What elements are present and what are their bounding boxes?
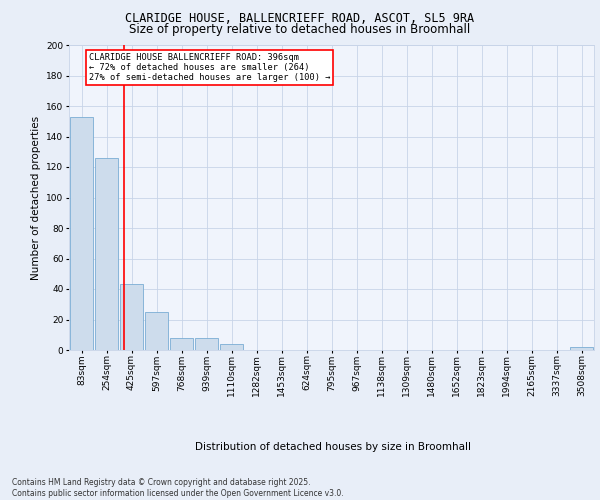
- Text: Size of property relative to detached houses in Broomhall: Size of property relative to detached ho…: [130, 22, 470, 36]
- Bar: [570, 347, 593, 350]
- Bar: [195, 338, 218, 350]
- Bar: [170, 338, 193, 350]
- Bar: [120, 284, 143, 350]
- Bar: [220, 344, 243, 350]
- Bar: [70, 116, 93, 350]
- Text: CLARIDGE HOUSE, BALLENCRIEFF ROAD, ASCOT, SL5 9RA: CLARIDGE HOUSE, BALLENCRIEFF ROAD, ASCOT…: [125, 12, 475, 26]
- Text: Distribution of detached houses by size in Broomhall: Distribution of detached houses by size …: [195, 442, 471, 452]
- Bar: [95, 158, 118, 350]
- Text: CLARIDGE HOUSE BALLENCRIEFF ROAD: 396sqm
← 72% of detached houses are smaller (2: CLARIDGE HOUSE BALLENCRIEFF ROAD: 396sqm…: [89, 52, 331, 82]
- Y-axis label: Number of detached properties: Number of detached properties: [31, 116, 41, 280]
- Bar: [145, 312, 168, 350]
- Text: Contains HM Land Registry data © Crown copyright and database right 2025.
Contai: Contains HM Land Registry data © Crown c…: [12, 478, 344, 498]
